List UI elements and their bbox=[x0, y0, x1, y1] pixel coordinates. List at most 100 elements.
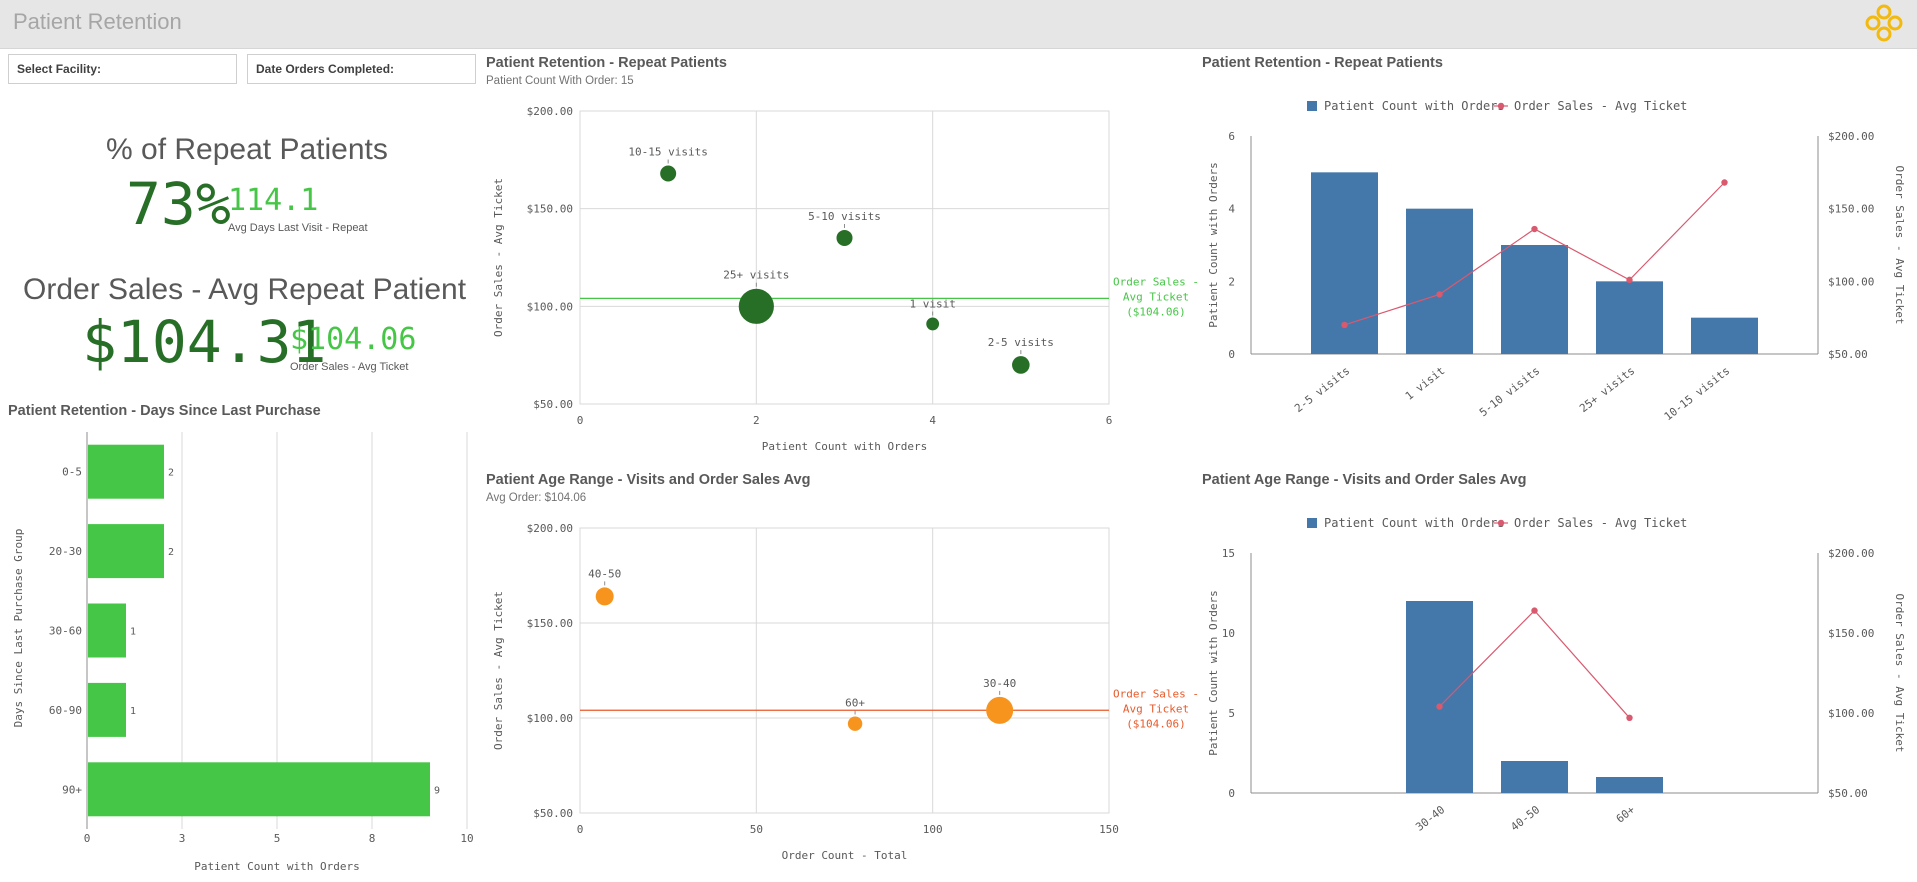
chart-repeat-scatter[interactable]: $50.00 $100.00 $150.00 $200.00 0 2 4 6 Order Sal… bbox=[480, 90, 1200, 460]
kpi-repeat-value: 73% bbox=[126, 170, 231, 238]
x-axis-title: Order Count - Total bbox=[782, 849, 908, 862]
x-tick-label: 8 bbox=[369, 832, 376, 845]
y-tick-label: 0 bbox=[1228, 787, 1235, 800]
x-tick-label: 2-5 visits bbox=[1292, 364, 1352, 415]
app-title: Patient Retention bbox=[13, 9, 182, 34]
app-header: Patient Retention bbox=[0, 0, 1917, 49]
kpi-sales-value: $104.31 bbox=[82, 308, 327, 376]
reference-label: Order Sales - bbox=[1113, 275, 1199, 288]
y-tick-label: 0-5 bbox=[62, 466, 82, 479]
line-point bbox=[1531, 225, 1538, 233]
line-point bbox=[1626, 276, 1633, 284]
line-point bbox=[1436, 703, 1443, 710]
bar bbox=[88, 524, 164, 579]
x-tick-label: 1 visit bbox=[1403, 364, 1448, 403]
y-tick-label: $200.00 bbox=[527, 522, 573, 535]
scatter-point bbox=[660, 165, 677, 182]
y-axis-title: Days Since Last Purchase Group bbox=[12, 529, 25, 728]
line-point bbox=[1436, 291, 1443, 298]
y-tick-label: $100.00 bbox=[527, 300, 573, 313]
y-tick-label: 20-30 bbox=[49, 545, 82, 558]
filter-facility-label: Select Facility: bbox=[17, 62, 102, 76]
plot-frame bbox=[579, 110, 1110, 405]
x-tick-label: 5-10 visits bbox=[1477, 364, 1542, 419]
x-tick-label: 50 bbox=[750, 823, 763, 836]
legend-marker bbox=[1497, 519, 1505, 527]
y-axis-title: Order Sales - Avg Ticket bbox=[492, 178, 505, 337]
y-tick-label: 4 bbox=[1228, 203, 1235, 216]
x-tick-label: 0 bbox=[577, 414, 584, 427]
reference-label: ($104.06) bbox=[1126, 305, 1186, 318]
y-tick-label: $150.00 bbox=[527, 617, 573, 630]
chart-days-since[interactable]: 0 3 5 8 10 2 0-5 2 20-30 1 30-60 1 60-90 9 90+ Patient … bbox=[0, 410, 475, 880]
chart-age-scatter-subtitle: Avg Order: $104.06 bbox=[486, 492, 587, 504]
y-tick-label: $150.00 bbox=[527, 203, 573, 216]
data-label: 2 bbox=[168, 547, 174, 558]
chart-age-scatter-title: Patient Age Range - Visits and Order Sal… bbox=[486, 472, 811, 488]
x-tick-label: 5 bbox=[274, 832, 281, 845]
app-logo-icon[interactable] bbox=[1864, 3, 1904, 43]
data-label: 9 bbox=[434, 785, 440, 796]
y2-axis-title: Order Sales - Avg Ticket bbox=[1893, 166, 1906, 325]
y-tick-label: $200.00 bbox=[527, 105, 573, 118]
scatter-point bbox=[595, 587, 614, 606]
legend-label: Order Sales - Avg Ticket bbox=[1514, 99, 1687, 113]
bar bbox=[1406, 601, 1473, 793]
point-label: 30-40 bbox=[983, 677, 1016, 690]
plot-frame bbox=[579, 527, 1110, 814]
y-tick-label: 15 bbox=[1222, 547, 1235, 560]
scatter-point bbox=[847, 716, 863, 731]
x-tick-label: 0 bbox=[84, 832, 91, 845]
x-tick-label: 30-40 bbox=[1413, 803, 1447, 834]
y-tick-label: $50.00 bbox=[533, 807, 573, 820]
chart-repeat-scatter-title: Patient Retention - Repeat Patients bbox=[486, 55, 727, 71]
point-label: 2-5 visits bbox=[988, 336, 1054, 349]
y2-tick-label: $50.00 bbox=[1828, 787, 1868, 800]
y-axis-title: Patient Count with Orders bbox=[1207, 162, 1220, 328]
x-tick-label: 2 bbox=[753, 414, 760, 427]
bar bbox=[88, 444, 164, 499]
y2-tick-label: $200.00 bbox=[1828, 547, 1874, 560]
kpi-sales-secondary-label: Order Sales - Avg Ticket bbox=[290, 361, 409, 373]
x-tick-label: 10 bbox=[460, 832, 473, 845]
x-tick-label: 10-15 visits bbox=[1662, 364, 1733, 420]
y2-tick-label: $150.00 bbox=[1828, 203, 1874, 216]
y2-tick-label: $100.00 bbox=[1828, 707, 1874, 720]
y-axis-title: Patient Count with Orders bbox=[1207, 590, 1220, 756]
chart-repeat-combo[interactable]: 0 2 4 6 $50.00 $100.00 $150.00 $200.00 2-5 visit… bbox=[1200, 90, 1917, 420]
kpi-repeat-title: % of Repeat Patients bbox=[106, 133, 388, 166]
x-axis-title: Patient Count with Orders bbox=[194, 860, 360, 873]
bar bbox=[88, 603, 126, 658]
y-tick-label: 90+ bbox=[62, 783, 82, 796]
y-tick-label: $50.00 bbox=[533, 398, 573, 411]
reference-label: ($104.06) bbox=[1126, 717, 1186, 730]
line-point bbox=[1341, 321, 1348, 329]
point-label: 10-15 visits bbox=[628, 146, 707, 159]
y-axis-title: Order Sales - Avg Ticket bbox=[492, 591, 505, 750]
y2-tick-label: $50.00 bbox=[1828, 348, 1868, 361]
legend-label: Patient Count with Orders bbox=[1324, 516, 1505, 530]
scatter-point bbox=[738, 288, 774, 324]
legend-swatch bbox=[1307, 101, 1317, 111]
reference-label: Order Sales - bbox=[1113, 687, 1199, 700]
filter-date-orders[interactable]: Date Orders Completed: bbox=[247, 54, 476, 84]
y-tick-label: 30-60 bbox=[49, 625, 82, 638]
y-tick-label: 5 bbox=[1228, 707, 1235, 720]
chart-age-scatter[interactable]: $50.00 $100.00 $150.00 $200.00 0 50 100 150 Orde… bbox=[480, 490, 1200, 880]
bar bbox=[1406, 208, 1473, 354]
chart-repeat-combo-title: Patient Retention - Repeat Patients bbox=[1202, 55, 1443, 71]
y-tick-label: 0 bbox=[1228, 348, 1235, 361]
x-tick-label: 40-50 bbox=[1508, 803, 1542, 834]
kpi-sales-secondary: $104.06 bbox=[290, 322, 417, 357]
x-tick-label: 0 bbox=[577, 823, 584, 836]
bar bbox=[1501, 245, 1568, 354]
line-point bbox=[1721, 179, 1728, 186]
data-label: 2 bbox=[168, 468, 174, 479]
x-tick-label: 100 bbox=[923, 823, 943, 836]
filter-facility[interactable]: Select Facility: bbox=[8, 54, 237, 84]
x-tick-label: 3 bbox=[179, 832, 186, 845]
y2-axis-title: Order Sales - Avg Ticket bbox=[1893, 594, 1906, 753]
bar bbox=[1596, 281, 1663, 354]
chart-age-combo[interactable]: 0 5 10 15 $50.00 $100.00 $150.00 $200.00 30-40 40… bbox=[1200, 500, 1917, 850]
chart-age-combo-title: Patient Age Range - Visits and Order Sal… bbox=[1202, 472, 1527, 488]
